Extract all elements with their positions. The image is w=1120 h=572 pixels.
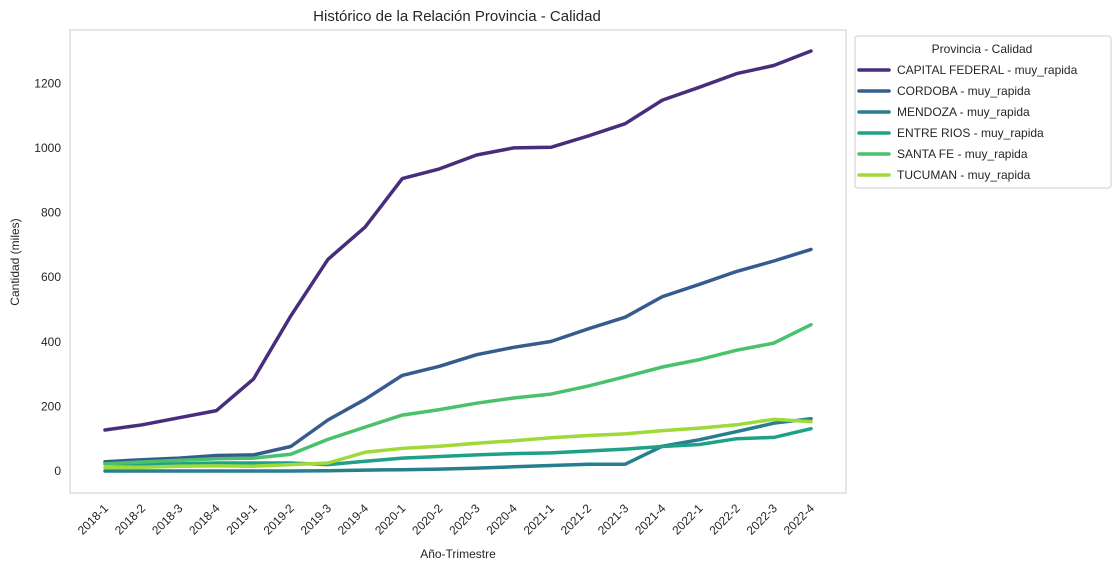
x-tick-label: 2018-1 xyxy=(75,501,112,538)
x-tick-label: 2019-4 xyxy=(335,501,372,538)
legend: Provincia - Calidad CAPITAL FEDERAL - mu… xyxy=(854,35,1112,189)
x-axis-ticks: 2018-1 2018-2 2018-3 2018-4 2019-1 2019-2 2019… xyxy=(75,501,818,538)
x-tick-label: 2022-4 xyxy=(781,501,818,538)
x-tick-label: 2019-1 xyxy=(223,501,260,538)
chart-title: Histórico de la Relación Provincia - Cal… xyxy=(313,8,601,25)
legend-label: ENTRE RIOS - muy_rapida xyxy=(897,126,1044,140)
x-tick-label: 2019-2 xyxy=(261,501,298,538)
x-tick-label: 2022-2 xyxy=(706,501,743,538)
x-tick-label: 2018-2 xyxy=(112,501,149,538)
x-tick-label: 2018-4 xyxy=(186,501,223,538)
series-line xyxy=(103,322,813,466)
x-tick-label: 2022-1 xyxy=(669,501,706,538)
series-line xyxy=(103,426,813,467)
y-axis-ticks: 0 200 400 600 800 1000 1200 xyxy=(34,76,61,478)
plot-area xyxy=(69,29,847,494)
series-line xyxy=(103,49,813,432)
y-tick-label: 600 xyxy=(41,270,61,284)
y-tick-label: 400 xyxy=(41,335,61,349)
series-line xyxy=(103,247,813,464)
y-axis-label: Cantidad (miles) xyxy=(8,218,22,305)
legend-frame xyxy=(854,35,1112,189)
series-line xyxy=(103,417,813,470)
legend-label: SANTA FE - muy_rapida xyxy=(897,147,1028,161)
y-tick-label: 1000 xyxy=(34,141,61,155)
x-tick-label: 2018-3 xyxy=(149,501,186,538)
x-tick-label: 2022-3 xyxy=(744,501,781,538)
series-lines xyxy=(103,49,813,473)
y-tick-label: 0 xyxy=(54,464,61,478)
x-tick-label: 2019-3 xyxy=(298,501,335,538)
y-tick-label: 1200 xyxy=(34,76,61,90)
x-tick-label: 2020-2 xyxy=(409,501,446,538)
x-axis-label: Año-Trimestre xyxy=(420,547,496,561)
legend-label: MENDOZA - muy_rapida xyxy=(897,105,1030,119)
legend-title: Provincia - Calidad xyxy=(932,42,1033,56)
x-tick-label: 2020-3 xyxy=(446,501,483,538)
legend-label: TUCUMAN - muy_rapida xyxy=(897,168,1031,182)
legend-label: CAPITAL FEDERAL - muy_rapida xyxy=(897,63,1078,77)
x-tick-label: 2021-1 xyxy=(521,501,558,538)
x-tick-label: 2020-4 xyxy=(484,501,521,538)
y-tick-label: 200 xyxy=(41,399,61,413)
legend-label: CORDOBA - muy_rapida xyxy=(897,84,1031,98)
x-tick-label: 2021-2 xyxy=(558,501,595,538)
y-tick-label: 800 xyxy=(41,206,61,220)
x-tick-label: 2020-1 xyxy=(372,501,409,538)
x-tick-label: 2021-4 xyxy=(632,501,669,538)
series-line xyxy=(103,416,813,473)
x-tick-label: 2021-3 xyxy=(595,501,632,538)
